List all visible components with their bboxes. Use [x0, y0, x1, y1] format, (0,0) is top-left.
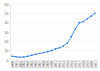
y-tick: 40: [5, 21, 10, 25]
y-tick-label: 20: [5, 40, 9, 44]
marker: [27, 55, 29, 57]
y-tick: 10: [5, 49, 10, 53]
marker: [70, 36, 72, 38]
marker: [74, 28, 76, 30]
x-tick-label: 2021: [94, 61, 98, 68]
marker: [39, 53, 41, 55]
y-tick: 50: [5, 12, 10, 16]
marker: [23, 56, 25, 58]
marker: [19, 56, 21, 58]
grid-line: [10, 41, 97, 42]
grid: [10, 4, 97, 60]
grid-line: [10, 32, 97, 33]
line: [12, 13, 95, 57]
grid-line: [10, 4, 97, 5]
marks: [11, 13, 96, 58]
y-tick: 20: [5, 40, 10, 44]
y-tick-label: 0: [7, 59, 9, 63]
marker: [47, 51, 49, 53]
grid-line: [10, 13, 97, 14]
y-tick-label: 60: [5, 3, 9, 7]
y-tick: 60: [5, 3, 10, 7]
chart: 0 10 20 30 40 50 60 200020012002200320042005200…: [0, 0, 100, 71]
y-tick-label: 10: [5, 49, 9, 53]
marker: [82, 21, 84, 23]
marker: [78, 22, 80, 24]
y-tick-label: 50: [5, 12, 9, 16]
marker: [90, 15, 92, 17]
marker: [86, 18, 88, 20]
plot: 0 10 20 30 40 50 60 200020012002200320042005200…: [5, 3, 98, 68]
y-tick-label: 30: [5, 31, 9, 35]
marker: [94, 13, 96, 15]
marker: [43, 52, 45, 54]
x-axis: 2000200120022003200420052006200720082009…: [11, 60, 98, 68]
x-tick: 2021: [94, 60, 98, 68]
grid-line: [10, 22, 97, 23]
y-tick: 0: [7, 59, 10, 63]
marker: [35, 54, 37, 56]
marker: [63, 45, 65, 47]
marker: [51, 50, 53, 52]
marker: [55, 48, 57, 50]
grid-line: [10, 50, 97, 51]
marker: [59, 47, 61, 49]
marker: [67, 42, 69, 44]
marker: [11, 55, 13, 57]
y-axis: 0 10 20 30 40 50 60: [5, 3, 11, 63]
marker: [31, 55, 33, 57]
y-tick: 30: [5, 31, 10, 35]
x-axis-line: [11, 60, 98, 61]
grid-line: [10, 60, 97, 61]
y-axis-line: [10, 5, 11, 61]
marker: [15, 56, 17, 58]
y-tick-label: 40: [5, 21, 9, 25]
